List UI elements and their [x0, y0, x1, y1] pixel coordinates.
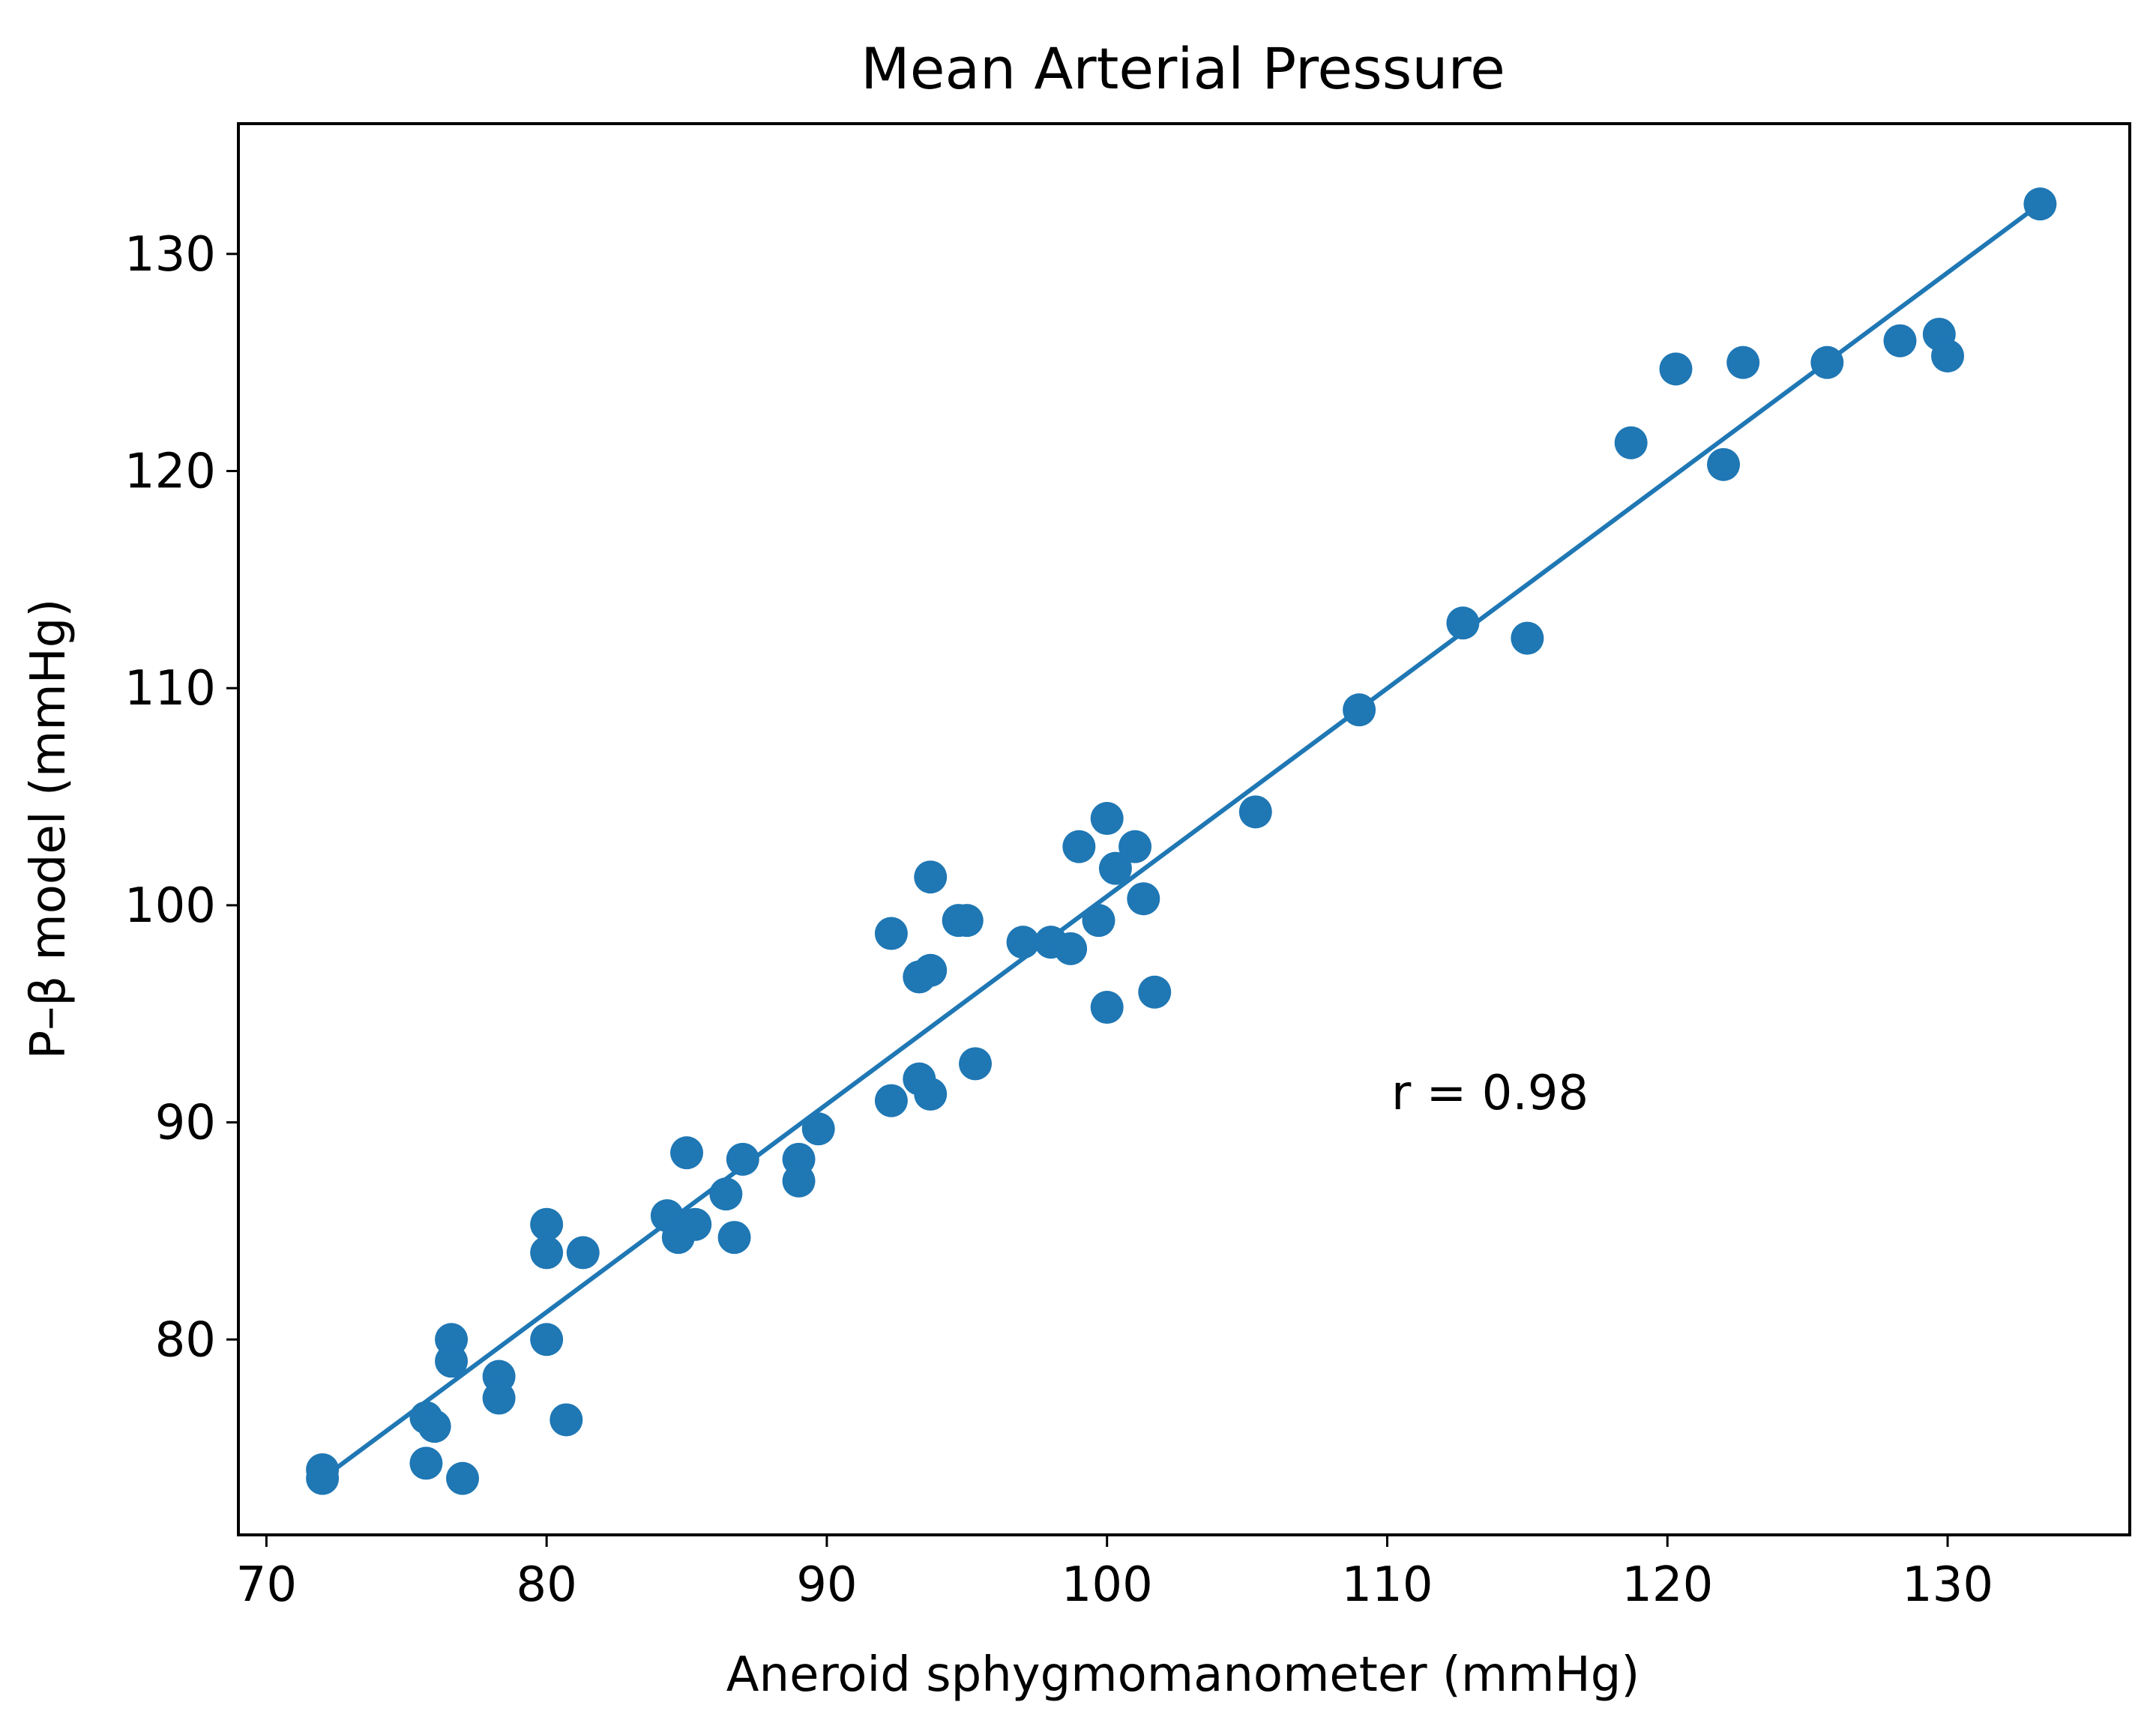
data-point: [1238, 795, 1272, 829]
data-point: [530, 1323, 564, 1357]
data-point: [782, 1164, 816, 1198]
data-point: [914, 860, 948, 894]
data-point: [1098, 851, 1132, 885]
data-point: [709, 1177, 743, 1211]
y-tick-label: 90: [155, 1096, 216, 1151]
x-axis-ticks: 70 80 90 100 110 120 130: [236, 1535, 1993, 1613]
data-point: [950, 904, 984, 938]
data-point: [1138, 975, 1172, 1009]
y-axis-ticks: 80 90 100 110 120 130: [124, 227, 238, 1368]
data-point: [566, 1236, 600, 1270]
data-point: [1883, 324, 1917, 357]
y-tick-label: 130: [124, 227, 216, 283]
data-point: [1810, 345, 1844, 379]
data-point: [717, 1221, 751, 1255]
data-point: [530, 1207, 564, 1241]
data-point: [409, 1446, 443, 1480]
data-point: [435, 1345, 469, 1378]
data-point: [959, 1047, 993, 1081]
fit-line-layer: [319, 200, 2044, 1482]
data-point: [874, 1084, 908, 1117]
x-tick-label: 90: [796, 1557, 857, 1613]
correlation-annotation: r = 0.98: [1391, 1066, 1589, 1121]
x-tick-label: 70: [236, 1557, 297, 1613]
data-point: [1082, 904, 1115, 938]
data-point: [1707, 447, 1741, 481]
y-tick-label: 80: [155, 1312, 216, 1368]
data-point: [1118, 830, 1152, 863]
data-point: [670, 1136, 704, 1170]
y-tick-label: 100: [124, 878, 216, 934]
data-point: [1931, 339, 1965, 372]
data-point: [2023, 187, 2057, 221]
data-point: [1446, 606, 1480, 640]
data-point: [1006, 926, 1040, 959]
data-point: [446, 1461, 480, 1495]
x-tick-label: 120: [1621, 1557, 1713, 1613]
chart-title: Mean Arterial Pressure: [861, 35, 1505, 102]
data-point: [874, 917, 908, 950]
data-point: [549, 1403, 583, 1437]
x-axis-label: Aneroid sphygmomanometer (mmHg): [726, 1647, 1640, 1703]
y-axis-label: P–β model (mmHg): [21, 599, 76, 1060]
x-tick-label: 80: [516, 1557, 576, 1613]
data-point: [914, 1077, 948, 1111]
data-point: [1511, 621, 1544, 655]
data-point: [1054, 932, 1088, 965]
x-tick-label: 100: [1062, 1557, 1153, 1613]
y-tick-label: 120: [124, 444, 216, 500]
fit-line: [319, 200, 2044, 1482]
data-point: [678, 1207, 712, 1241]
x-tick-label: 110: [1341, 1557, 1433, 1613]
data-point: [418, 1410, 451, 1443]
plot-frame: [237, 122, 2131, 1536]
data-point: [801, 1112, 835, 1146]
data-point: [1090, 802, 1124, 836]
data-point: [530, 1236, 564, 1270]
data-point: [1726, 345, 1760, 379]
data-point: [482, 1381, 516, 1415]
data-point: [1127, 882, 1160, 916]
data-point: [1343, 693, 1376, 727]
data-points-layer: [306, 187, 2057, 1495]
data-point: [1659, 352, 1693, 386]
data-point: [726, 1142, 759, 1176]
data-point: [1614, 426, 1648, 459]
x-tick-label: 130: [1902, 1557, 1993, 1613]
data-point: [1062, 830, 1096, 863]
data-point: [306, 1461, 340, 1495]
data-point: [1090, 991, 1124, 1025]
y-tick-label: 110: [124, 661, 216, 716]
data-point: [914, 953, 948, 987]
